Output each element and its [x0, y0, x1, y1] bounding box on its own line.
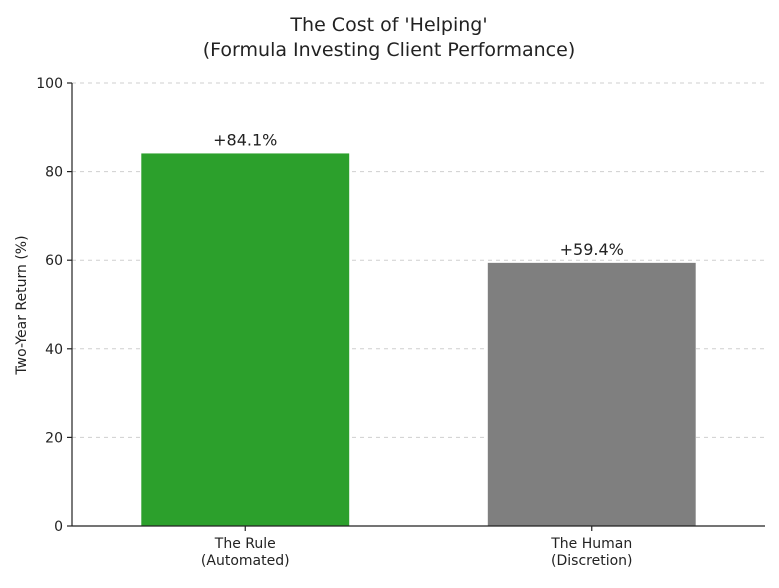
y-tick-label: 40 [45, 342, 63, 358]
y-tick-label: 20 [45, 430, 63, 446]
bar-value-label: +59.4% [560, 240, 624, 259]
bar [141, 153, 350, 526]
axes [71, 83, 765, 527]
y-tick-label: 0 [54, 519, 63, 535]
chart-title: The Cost of 'Helping' (Formula Investing … [203, 14, 576, 61]
x-tick-label: The Rule [214, 536, 276, 552]
x-tick-label: (Automated) [201, 553, 290, 569]
y-tick-label: 80 [45, 165, 63, 181]
data-labels: +84.1% +59.4% [213, 130, 624, 258]
chart-title-line: The Cost of 'Helping' [289, 14, 487, 36]
y-axis-ticks: 0 20 40 60 80 100 [36, 76, 72, 535]
bar-value-label: +84.1% [213, 130, 277, 149]
chart-title-line: (Formula Investing Client Performance) [203, 39, 576, 61]
x-axis-ticks: The Rule(Automated) The Human(Discretion) [201, 526, 632, 569]
y-tick-label: 60 [45, 253, 63, 269]
bars [141, 153, 696, 526]
y-axis-title: Two-Year Return (%) [14, 235, 30, 375]
y-tick-label: 100 [36, 76, 63, 92]
x-tick-label: (Discretion) [551, 553, 632, 569]
bar [487, 262, 696, 526]
x-tick-label: The Human [550, 536, 632, 552]
